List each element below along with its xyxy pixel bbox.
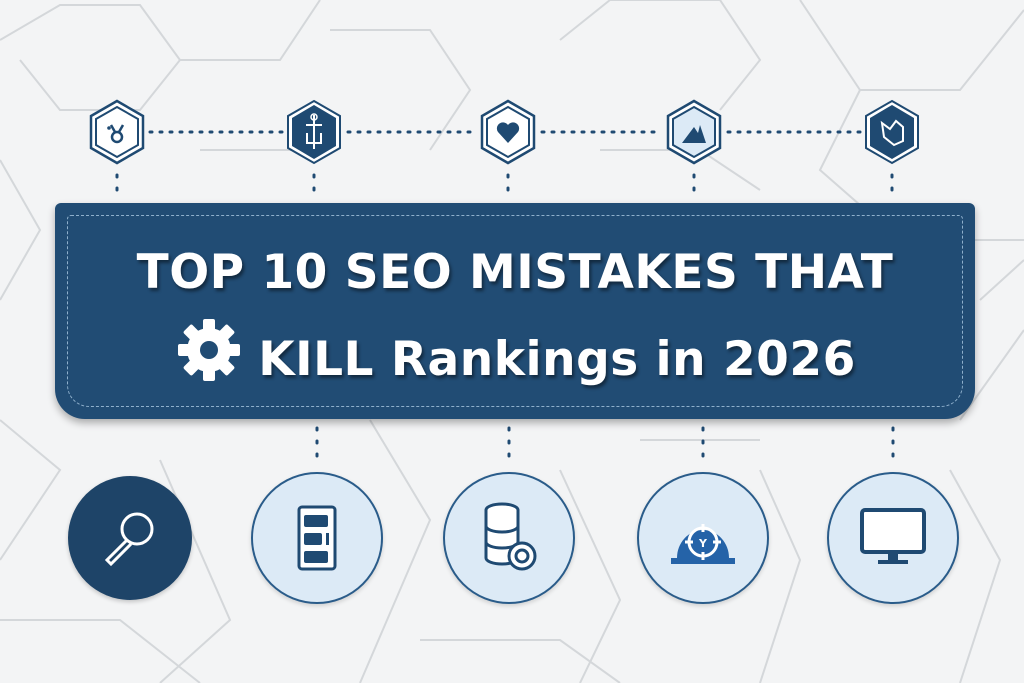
monitor-icon xyxy=(827,472,959,604)
bug-icon xyxy=(89,99,145,165)
map-icon xyxy=(865,99,919,165)
heart-icon xyxy=(480,99,536,165)
magnifier-icon xyxy=(68,476,192,600)
target-helmet-icon: Y xyxy=(637,472,769,604)
robot-icon xyxy=(287,99,341,165)
dotted-connectors xyxy=(115,130,895,462)
database-icon xyxy=(443,472,575,604)
mountain-icon xyxy=(666,99,722,165)
title-line-1: TOP 10 SEO MISTAKES THAT xyxy=(136,245,894,300)
gear-icon xyxy=(178,319,241,381)
stitched-border xyxy=(67,215,963,407)
svg-text:Y: Y xyxy=(698,537,708,550)
checklist-icon xyxy=(251,472,383,604)
title-line-2: KILL Rankings in 2026 xyxy=(258,332,856,387)
title-line-2-row: KILL Rankings in 2026 xyxy=(55,315,975,387)
title-banner: TOP 10 SEO MISTAKES THAT KILL Rankings i… xyxy=(55,203,975,419)
